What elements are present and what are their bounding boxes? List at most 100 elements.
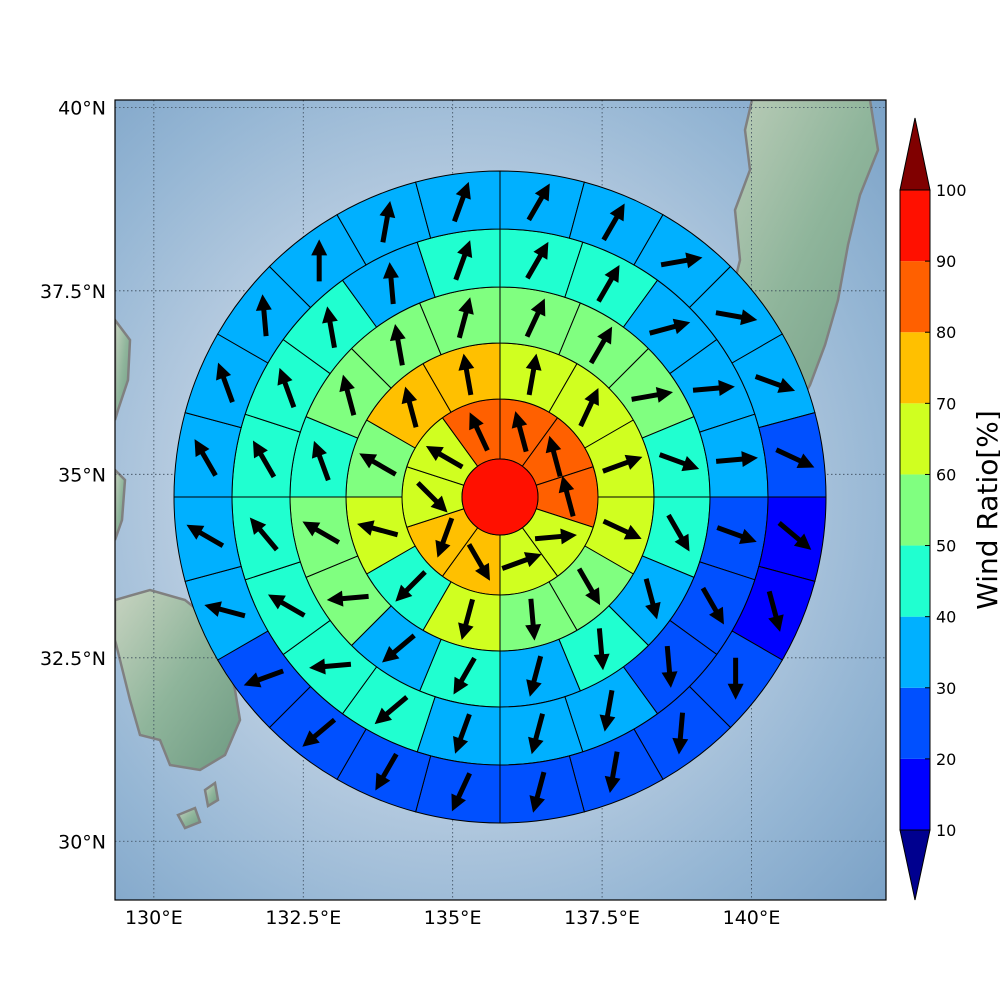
wind-arrow	[302, 717, 337, 747]
wind-arrow	[661, 645, 678, 688]
wind-arrow	[382, 633, 416, 663]
latitude-tick-labels: 30°N 32.5°N 35°N 37.5°N 40°N	[40, 97, 106, 853]
wind-arrow	[511, 411, 529, 453]
wind-arrow	[277, 367, 297, 409]
wind-arrow	[525, 353, 542, 396]
wind-arrow	[588, 326, 613, 365]
colorbar-title: Wind Ratio[%]	[971, 410, 1000, 610]
wind-arrow	[379, 200, 396, 243]
colorbar-segment	[900, 261, 930, 333]
wind-arrow	[326, 590, 369, 607]
lon-tick-label: 132.5°E	[265, 907, 341, 929]
wind-arrow	[525, 598, 542, 641]
colorbar-tick-label: 60	[936, 465, 956, 484]
polar-sector	[415, 170, 501, 239]
lat-tick-label: 37.5°N	[40, 281, 106, 303]
lon-tick-label: 130°E	[125, 907, 183, 929]
tanegashima-island	[203, 780, 220, 808]
center-disc	[461, 458, 539, 536]
wind-arrow	[727, 657, 744, 700]
korea-land	[115, 317, 132, 421]
wind-arrow	[216, 362, 235, 403]
wind-arrow	[311, 440, 331, 482]
wind-arrow	[339, 374, 357, 416]
wind-arrow	[309, 658, 352, 675]
wind-arrow	[458, 353, 475, 396]
wind-arrow	[631, 386, 673, 403]
colorbar-segment	[900, 474, 930, 546]
longitude-tick-labels: 130°E 132.5°E 135°E 137.5°E 140°E	[125, 907, 780, 929]
wind-arrow	[267, 594, 306, 618]
colorbar-segment	[900, 190, 930, 262]
colorbar-segment	[900, 332, 930, 404]
wind-arrow	[204, 601, 246, 619]
wind-arrow	[715, 451, 758, 468]
wind-arrow	[425, 446, 464, 470]
colorbar-tick-label: 50	[936, 537, 956, 556]
wind-arrow	[528, 713, 545, 755]
wind-arrow	[715, 309, 758, 326]
colorbar-segment	[900, 687, 930, 759]
wind-arrow	[357, 520, 399, 538]
wind-arrow	[395, 570, 427, 602]
colorbar-under-extension	[899, 829, 931, 901]
colorbar-tick-label: 10	[936, 821, 956, 840]
wind-arrow	[545, 435, 563, 477]
wind-arrow	[692, 380, 735, 396]
polar-sectors	[173, 170, 827, 824]
wind-arrow	[649, 318, 691, 336]
wind-arrow	[660, 252, 703, 269]
wind-arrow	[658, 452, 700, 472]
lon-tick-label: 140°E	[723, 907, 781, 929]
wind-arrow	[775, 447, 815, 469]
wind-arrow	[374, 695, 409, 725]
wind-arrow	[602, 454, 643, 474]
colorbar-tick-label: 70	[936, 394, 956, 413]
osumi-island	[176, 806, 202, 830]
wind-arrow	[529, 771, 547, 813]
wind-arrow	[359, 453, 397, 477]
wind-arrow	[601, 203, 625, 242]
lat-tick-label: 40°N	[58, 97, 106, 119]
wind-arrow	[578, 387, 599, 428]
wind-arrow	[243, 668, 285, 688]
wind-arrow	[401, 386, 419, 428]
korea-south-land	[115, 468, 127, 541]
wind-arrow	[451, 772, 472, 812]
wind-arrow	[593, 628, 610, 671]
colorbar-segment	[900, 545, 930, 617]
wind-arrow	[526, 655, 544, 697]
wind-arrow	[416, 481, 448, 513]
colorbar-tick-label: 20	[936, 750, 956, 769]
wind-arrow	[604, 751, 621, 794]
wind-arrow	[754, 374, 796, 393]
wind-arrow	[599, 689, 616, 732]
colorbar: 10 20 30 40 50 60 70 80 90 100	[899, 117, 967, 901]
map-frame	[114, 99, 887, 901]
wind-arrow	[453, 713, 472, 754]
lat-tick-label: 35°N	[58, 464, 106, 486]
wind-arrow	[558, 475, 576, 517]
wind-arrow	[672, 712, 689, 755]
wind-arrow	[526, 183, 550, 222]
wind-arrow	[383, 262, 399, 305]
wind-arrow	[255, 294, 272, 337]
wind-arrow	[322, 306, 338, 349]
colorbar-segment	[900, 616, 930, 688]
wind-arrow	[453, 656, 477, 695]
colorbar-frame	[899, 189, 931, 831]
wind-arrow	[311, 239, 328, 282]
lon-tick-label: 135°E	[424, 907, 482, 929]
wind-arrow	[766, 590, 784, 632]
lat-tick-label: 30°N	[58, 831, 106, 853]
wind-arrow	[525, 241, 549, 280]
wind-arrow	[501, 552, 542, 571]
colorbar-tick-label: 90	[936, 252, 956, 271]
wind-arrow	[602, 518, 642, 540]
colorbar-tick-label: 30	[936, 679, 956, 698]
wind-arrow	[302, 521, 341, 545]
map-area	[115, 100, 886, 900]
wind-arrow	[643, 578, 661, 620]
wind-arrow	[534, 528, 577, 545]
